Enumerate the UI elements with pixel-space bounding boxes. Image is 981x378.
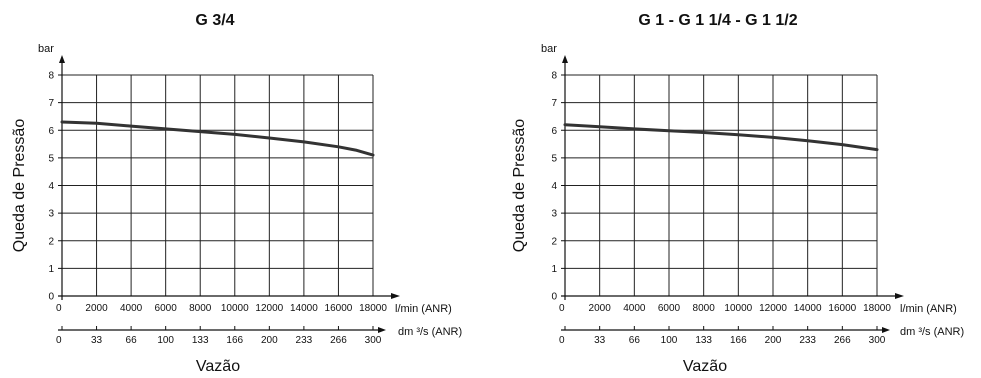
y-tick-label: 3 [551,209,557,220]
x2-tick-label: 200 [765,335,782,346]
x2-tick-label: 33 [91,335,103,346]
x2-tick-label: 166 [730,335,747,346]
y-tick-label: 3 [48,209,54,220]
y-tick-label: 5 [48,153,54,164]
x-tick-label: 12000 [255,303,283,314]
x2-tick-label: 133 [695,335,712,346]
y-tick-label: 6 [551,126,557,137]
x-tick-label: 10000 [724,303,752,314]
x2-tick-label: 266 [834,335,851,346]
x-unit-primary: l/min (ANR) [900,303,957,315]
x2-tick-label: 66 [629,335,641,346]
x-tick-label: 8000 [693,303,716,314]
x-tick-label: 2000 [85,303,108,314]
x-unit-secondary: dm ³/s (ANR) [900,326,964,338]
x2-tick-label: 100 [661,335,678,346]
y-tick-label: 2 [551,236,557,247]
x2-tick-label: 33 [594,335,606,346]
y-axis-title: Queda de Pressão [511,119,528,253]
x-tick-label: 4000 [623,303,646,314]
x2-tick-label: 0 [56,335,62,346]
x-tick-label: 8000 [189,303,212,314]
x-tick-label: 6000 [155,303,178,314]
x-tick-label: 12000 [759,303,787,314]
x2-tick-label: 233 [296,335,313,346]
y-axis-title: Queda de Pressão [11,119,28,253]
x-tick-label: 18000 [863,303,891,314]
y-axis-arrow [59,55,65,63]
x2-tick-label: 133 [192,335,209,346]
x2-tick-label: 233 [799,335,816,346]
x-tick-label: 16000 [325,303,353,314]
y-tick-label: 4 [48,181,54,192]
x-axis-title: Vazão [683,358,727,375]
y-tick-label: 7 [551,98,557,109]
x-unit-secondary: dm ³/s (ANR) [398,326,462,338]
y-tick-label: 0 [551,292,557,303]
x-tick-label: 0 [559,303,565,314]
y-unit-label: bar [38,43,54,55]
x-tick-label: 6000 [658,303,681,314]
series-line [563,123,879,152]
x-tick-label: 4000 [120,303,143,314]
y-tick-label: 4 [551,181,557,192]
y-tick-label: 6 [48,126,54,137]
x2-tick-label: 166 [226,335,243,346]
x-tick-label: 16000 [828,303,856,314]
x2-tick-label: 66 [126,335,138,346]
x-axis-title: Vazão [196,358,240,375]
x2-axis-arrow [378,327,386,333]
y-axis-arrow [562,55,568,63]
y-unit-label: bar [541,43,557,55]
x2-tick-label: 100 [157,335,174,346]
x2-tick-label: 300 [365,335,382,346]
y-tick-label: 8 [551,71,557,82]
x-tick-label: 18000 [359,303,387,314]
y-tick-label: 8 [48,71,54,82]
x2-tick-label: 200 [261,335,278,346]
y-tick-label: 2 [48,236,54,247]
chart-title: G 3/4 [195,12,234,29]
chart-title: G 1 - G 1 1/4 - G 1 1/2 [638,12,797,29]
series-line [60,120,375,157]
y-tick-label: 7 [48,98,54,109]
x-tick-label: 14000 [794,303,822,314]
x2-tick-label: 266 [330,335,347,346]
x-axis-arrow [391,293,400,299]
x2-tick-label: 0 [559,335,565,346]
x-tick-label: 0 [56,303,62,314]
x-tick-label: 14000 [290,303,318,314]
y-tick-label: 1 [48,264,54,275]
x-tick-label: 2000 [589,303,612,314]
y-tick-label: 1 [551,264,557,275]
x-axis-arrow [895,293,904,299]
x2-tick-label: 300 [869,335,886,346]
x2-axis-arrow [882,327,890,333]
x-tick-label: 10000 [221,303,249,314]
y-tick-label: 0 [48,292,54,303]
x-unit-primary: l/min (ANR) [395,303,452,315]
y-tick-label: 5 [551,153,557,164]
